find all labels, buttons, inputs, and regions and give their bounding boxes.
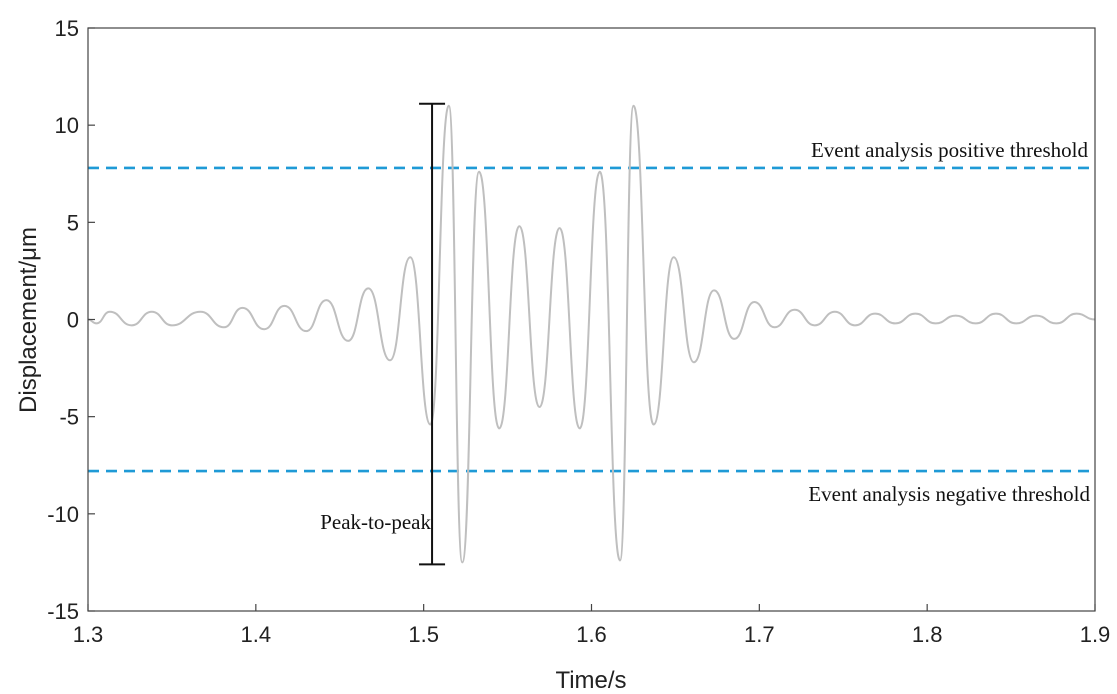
x-tick-label: 1.4	[241, 622, 272, 647]
y-tick-label: 15	[55, 16, 79, 41]
y-tick-label: -10	[47, 502, 79, 527]
x-tick-label: 1.9	[1080, 622, 1111, 647]
y-tick-label: 10	[55, 113, 79, 138]
y-tick-label: 0	[67, 308, 79, 333]
peak-to-peak-label: Peak-to-peak	[320, 510, 431, 534]
y-tick-label: -5	[59, 405, 79, 430]
x-tick-label: 1.5	[408, 622, 439, 647]
x-tick-label: 1.6	[576, 622, 607, 647]
y-tick-label: -15	[47, 599, 79, 624]
positive-threshold-label: Event analysis positive threshold	[811, 138, 1089, 162]
x-tick-label: 1.7	[744, 622, 775, 647]
series-group	[87, 104, 1096, 564]
x-axis-label: Time/s	[555, 667, 626, 694]
threshold-lines	[88, 166, 1095, 473]
peak-to-peak-marker	[419, 102, 446, 566]
y-axis-label: Displacement/μm	[15, 227, 42, 413]
y-tick-label: 5	[67, 210, 79, 235]
x-tick-label: 1.3	[73, 622, 104, 647]
x-tick-label: 1.8	[912, 622, 943, 647]
x-axis-ticks: 1.3 1.4 1.5 1.6 1.7 1.8 1.9	[73, 604, 1111, 647]
y-axis-ticks: 15 10 5 0 -5 -10 -15	[47, 16, 95, 624]
negative-threshold-label: Event analysis negative threshold	[808, 482, 1090, 506]
series-line-0	[87, 104, 1096, 564]
